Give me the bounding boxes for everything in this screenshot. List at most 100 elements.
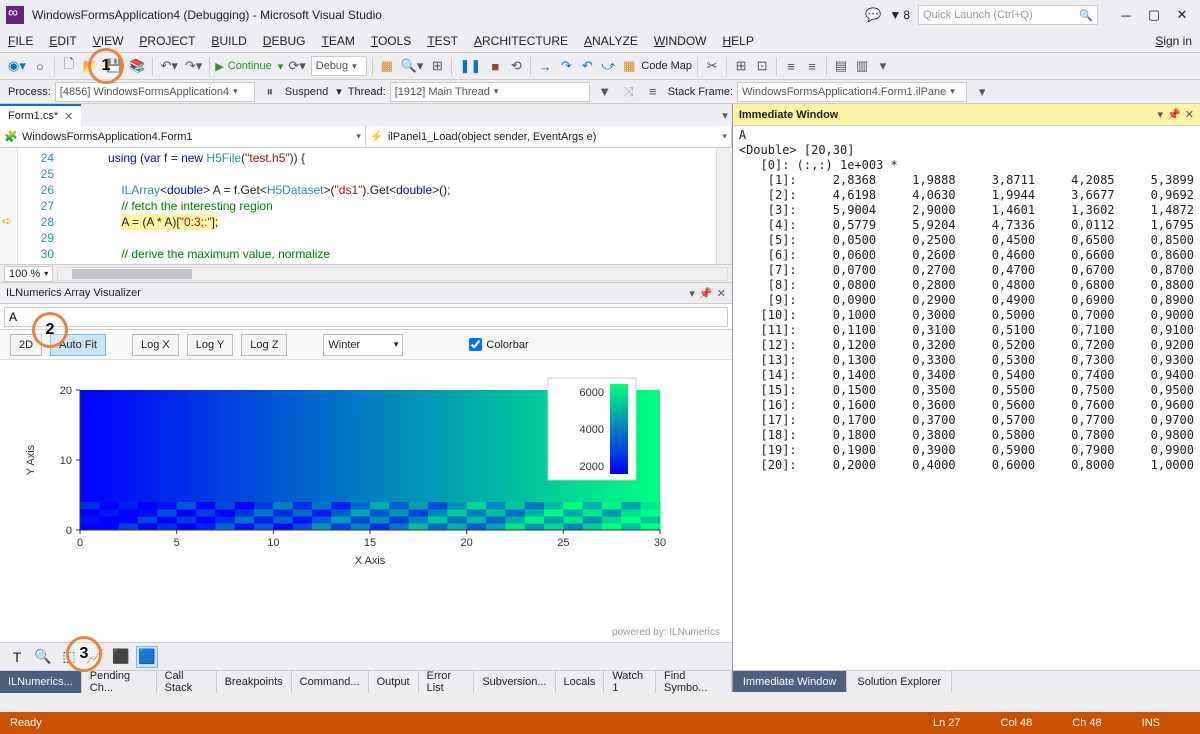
viz-mode-5[interactable]: 🟦	[136, 646, 158, 668]
viz-btn-2d[interactable]: 2D	[10, 334, 42, 356]
immediate-body[interactable]: A <Double> [20,30] [0]: (:,:) 1e+003 * […	[733, 126, 1200, 670]
viz-btn-log-y[interactable]: Log Y	[187, 334, 234, 356]
bottom-tab-2[interactable]: Call Stack	[157, 671, 217, 693]
menu-window[interactable]: WINDOW	[654, 34, 707, 48]
code-editor[interactable]: ➪ 24252627282930 using (var f = new H5Fi…	[0, 148, 732, 264]
bottom-tab-8[interactable]: Locals	[556, 671, 605, 693]
viz-btn-log-z[interactable]: Log Z	[241, 334, 287, 356]
bottom-tab-4[interactable]: Command...	[292, 671, 369, 693]
zoom-combo[interactable]: 100 %	[4, 266, 53, 282]
nav-fwd-button[interactable]: ○	[31, 56, 49, 76]
codemap-icon[interactable]: ▦	[620, 56, 638, 76]
redo-button[interactable]: ↷▾	[183, 56, 204, 76]
editor-scrollbar-v[interactable]	[716, 148, 732, 264]
viz--dropdown-icon[interactable]: ▾	[689, 287, 695, 300]
save-all-button[interactable]: 📚	[127, 56, 147, 76]
viz-mode-3[interactable]: 📈	[84, 646, 106, 668]
new-button[interactable]: 🗋	[60, 56, 78, 76]
menu-file[interactable]: FILE	[8, 34, 33, 48]
stack-combo[interactable]: WindowsFormsApplication4.Form1.ilPane	[737, 82, 967, 102]
menu-debug[interactable]: DEBUG	[263, 34, 306, 48]
comment-out[interactable]: ▤	[832, 56, 850, 76]
pause-button[interactable]: ❚❚	[457, 56, 483, 76]
breakpoint-gutter[interactable]: ➪	[0, 148, 18, 264]
restart-debug-button[interactable]: ⟲	[507, 56, 525, 76]
pin-icon[interactable]: 📌	[699, 287, 713, 300]
bottom-tab-3[interactable]: Breakpoints	[217, 671, 292, 693]
menu-build[interactable]: BUILD	[211, 34, 246, 48]
notifications-flag[interactable]: ▼8	[889, 8, 910, 22]
close-button[interactable]: ✕	[1170, 5, 1194, 25]
threads-icon[interactable]: ⤨	[620, 82, 638, 102]
suspend-icon[interactable]: ⏸	[261, 82, 279, 102]
viz-mode-4[interactable]: ⬛	[110, 646, 132, 668]
sign-in-link[interactable]: Sign in	[1155, 34, 1192, 48]
open-button[interactable]: 📂	[81, 56, 101, 76]
bottom-tab-0[interactable]: ILNumerics...	[0, 671, 82, 693]
undo-button[interactable]: ↶▾	[158, 56, 179, 76]
menu-architecture[interactable]: ARCHITECTURE	[474, 34, 568, 48]
save-button[interactable]: 💾	[104, 56, 124, 76]
restart-button[interactable]: ⟳▾	[286, 56, 307, 76]
minimize-button[interactable]: ─	[1114, 5, 1138, 25]
tool-x3[interactable]: ⊡	[753, 56, 771, 76]
tab-solution-explorer[interactable]: Solution Explorer	[847, 671, 952, 692]
menu-tools[interactable]: TOOLS	[371, 34, 411, 48]
imm-dropdown-icon[interactable]: ▾	[1158, 108, 1164, 121]
colorbar-checkbox[interactable]: Colorbar	[469, 338, 528, 351]
restore-button[interactable]: ▢	[1142, 5, 1166, 25]
continue-button[interactable]: ▶Continue▾	[215, 60, 283, 73]
stack-icon[interactable]: ≡	[644, 82, 662, 102]
bottom-tab-9[interactable]: Watch 1	[604, 671, 656, 693]
step-button[interactable]: ⤻	[599, 56, 617, 76]
bottom-tab-10[interactable]: Find Symbo...	[656, 671, 732, 693]
process-combo[interactable]: [4856] WindowsFormsApplication4	[55, 82, 255, 102]
uncomment[interactable]: ▥	[853, 56, 871, 76]
step-over-button[interactable]: ↷	[557, 56, 575, 76]
bottom-tab-7[interactable]: Subversion...	[474, 671, 555, 693]
tool-btn-2[interactable]: 🔍▾	[399, 56, 426, 76]
suspend-label[interactable]: Suspend	[285, 86, 328, 98]
editor-tab[interactable]: Form1.cs* ✕	[0, 104, 81, 126]
tool-x2[interactable]: ⊞	[732, 56, 750, 76]
editor-scrollbar-h[interactable]	[57, 267, 728, 281]
tool-btn-3[interactable]: ⊞	[428, 56, 446, 76]
more-icon[interactable]: ▾	[973, 82, 991, 102]
method-combo[interactable]: ⚡ilPanel1_Load(object sender, EventArgs …	[366, 126, 732, 147]
visualizer-plot[interactable]: 05101520253001020X AxisY Axis60004000200…	[0, 360, 732, 622]
class-combo[interactable]: 🧩WindowsFormsApplication4.Form1	[0, 126, 366, 147]
tool-btn-1[interactable]: ▦	[378, 56, 396, 76]
quick-launch-input[interactable]: Quick Launch (Ctrl+Q) 🔍	[918, 5, 1098, 25]
bottom-tab-6[interactable]: Error List	[419, 671, 475, 693]
close-panel-icon[interactable]: ✕	[717, 287, 726, 300]
tab-immediate[interactable]: Immediate Window	[733, 671, 848, 692]
imm-close-icon[interactable]: ✕	[1185, 108, 1194, 121]
stop-button[interactable]: ■	[486, 56, 504, 76]
step-into-button[interactable]: →	[536, 56, 554, 76]
indent-left[interactable]: ≡	[782, 56, 800, 76]
bottom-tab-5[interactable]: Output	[369, 671, 419, 693]
step-out-button[interactable]: ↶	[578, 56, 596, 76]
filter-icon[interactable]: ▼	[596, 82, 614, 102]
tool-x4[interactable]: ▾	[874, 56, 892, 76]
menu-help[interactable]: HELP	[722, 34, 753, 48]
code-lines[interactable]: using (var f = new H5File("test.h5")) { …	[64, 148, 732, 264]
viz-btn-auto-fit[interactable]: Auto Fit	[50, 334, 106, 356]
codemap-label[interactable]: Code Map	[641, 60, 692, 72]
feedback-icon[interactable]: 💬	[865, 7, 881, 23]
menu-test[interactable]: TEST	[427, 34, 458, 48]
viz-mode-2[interactable]: ⬚	[58, 646, 80, 668]
bottom-tab-1[interactable]: Pending Ch...	[82, 671, 157, 693]
expression-input[interactable]	[4, 307, 728, 327]
tool-x1[interactable]: ✂	[703, 56, 721, 76]
menu-analyze[interactable]: ANALYZE	[584, 34, 638, 48]
viz-btn-log-x[interactable]: Log X	[132, 334, 179, 356]
close-tab-icon[interactable]: ✕	[64, 110, 73, 123]
menu-project[interactable]: PROJECT	[139, 34, 195, 48]
config-combo[interactable]: Debug	[311, 56, 367, 76]
indent-right[interactable]: ≡	[803, 56, 821, 76]
menu-team[interactable]: TEAM	[321, 34, 354, 48]
viz-mode-0[interactable]: T	[6, 646, 28, 668]
viz-mode-1[interactable]: 🔍	[32, 646, 54, 668]
menu-edit[interactable]: EDIT	[49, 34, 76, 48]
